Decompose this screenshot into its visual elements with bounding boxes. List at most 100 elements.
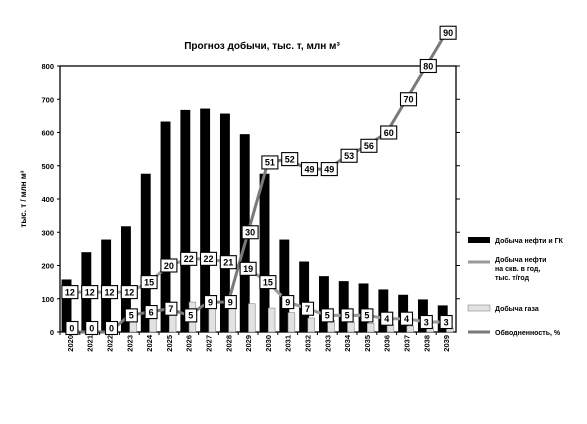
production-label: 12 xyxy=(104,287,114,297)
water-cut-label-box xyxy=(300,162,319,177)
production-label: 21 xyxy=(223,257,233,267)
water-cut-label-box xyxy=(360,138,378,153)
y-tick-label: 500 xyxy=(41,162,54,171)
water-cut-label: 49 xyxy=(324,164,334,174)
production-label-box xyxy=(140,275,158,290)
legend: Добыча нефти и ГК Добыча нефти на скв. в г… xyxy=(467,237,564,337)
production-label-box xyxy=(61,285,79,300)
water-cut-label-box xyxy=(104,320,119,336)
water-cut-label: 53 xyxy=(344,151,354,161)
production-label-box xyxy=(120,285,138,300)
gas-bar xyxy=(406,325,414,333)
production-label-box xyxy=(340,308,354,323)
water-cut-label: 56 xyxy=(364,141,374,151)
legend-oil-swatch xyxy=(468,237,490,243)
gas-bar xyxy=(307,317,315,333)
water-cut-label-box xyxy=(164,301,178,316)
production-label-box xyxy=(160,258,178,273)
production-label: 4 xyxy=(404,314,409,324)
x-tick-label: 2036 xyxy=(383,335,392,352)
oil-bar xyxy=(259,173,270,332)
production-label-box xyxy=(100,285,119,300)
production-label: 12 xyxy=(65,287,75,297)
water-cut-label: 49 xyxy=(304,164,314,174)
water-cut-label: 5 xyxy=(129,311,134,321)
water-cut-label: 0 xyxy=(109,323,114,333)
production-label-box xyxy=(239,261,257,276)
oil-bar xyxy=(180,109,191,332)
production-label-box xyxy=(300,301,315,316)
production-label: 12 xyxy=(124,287,134,297)
production-label: 5 xyxy=(325,311,330,321)
x-tick-label: 2037 xyxy=(403,335,412,352)
production-label-box xyxy=(259,275,277,290)
water-cut-label: 5 xyxy=(188,311,193,321)
x-tick-label: 2028 xyxy=(224,335,233,352)
legend-production-label: Добыча нефти на скв. в год, тыс. т/год xyxy=(495,256,546,282)
oil-bar xyxy=(120,226,131,332)
legend-oil-label: Добыча нефти и ГК xyxy=(495,237,564,245)
oil-bar xyxy=(318,276,329,332)
production-label-box xyxy=(399,311,414,326)
y-tick-label: 400 xyxy=(41,195,54,204)
x-tick-label: 2020 xyxy=(66,335,75,352)
gas-bar xyxy=(267,307,276,333)
legend-water-cut-label: Обводненность, % xyxy=(495,329,561,337)
x-tick-label: 2026 xyxy=(185,335,194,352)
production-label-box xyxy=(281,295,295,310)
x-tick-label: 2024 xyxy=(145,334,154,352)
chart-title: Прогноз добычи, тыс. т, млн м³ xyxy=(184,40,340,52)
water-cut-label-box xyxy=(124,308,138,323)
water-cut-label-box xyxy=(241,225,259,240)
production-label: 15 xyxy=(144,277,154,287)
water-cut-label: 9 xyxy=(208,297,213,307)
y-tick-label: 600 xyxy=(41,129,54,138)
gas-bar xyxy=(347,321,355,333)
legend-gas-label: Добыча газа xyxy=(495,305,539,313)
water-cut-label: 80 xyxy=(423,61,433,71)
gas-bar xyxy=(287,312,296,333)
water-cut-label-box xyxy=(320,162,338,177)
water-cut-label: 30 xyxy=(245,228,255,238)
production-label: 22 xyxy=(184,254,194,264)
water-cut-label-box xyxy=(439,25,457,40)
production-label: 9 xyxy=(285,297,290,307)
production-label-box xyxy=(81,285,99,300)
water-cut-label: 51 xyxy=(265,158,275,168)
water-cut-label-box xyxy=(380,125,398,140)
oil-bar xyxy=(338,281,349,332)
production-label: 19 xyxy=(243,264,253,274)
y-tick-label: 0 xyxy=(50,328,54,337)
water-cut-label-box xyxy=(203,295,218,310)
production-label-box xyxy=(219,255,237,270)
x-tick-label: 2023 xyxy=(125,335,134,352)
x-tick-label: 2038 xyxy=(422,335,431,352)
production-label: 22 xyxy=(203,254,213,264)
oil-bar xyxy=(219,113,230,332)
oil-bar xyxy=(140,173,151,332)
gas-bar xyxy=(248,303,256,333)
oil-bar xyxy=(358,283,369,332)
x-tick-label: 2030 xyxy=(264,335,273,352)
production-label: 15 xyxy=(263,277,273,287)
oil-bar xyxy=(299,261,310,332)
water-cut-label: 60 xyxy=(384,128,394,138)
oil-bar xyxy=(160,121,171,332)
y-tick-label: 200 xyxy=(41,262,54,271)
water-cut-label: 0 xyxy=(89,323,94,333)
production-label-box xyxy=(360,308,374,323)
x-axis: 2020 2021 2022 2023 2024 2025 2026 2027 2028 2029… xyxy=(59,332,451,352)
production-label: 3 xyxy=(424,317,429,327)
production-label-box xyxy=(180,251,198,266)
production-label: 3 xyxy=(444,317,449,327)
production-label: 20 xyxy=(164,261,174,271)
x-tick-label: 2022 xyxy=(106,335,115,352)
x-tick-label: 2027 xyxy=(205,335,214,352)
production-label: 7 xyxy=(305,304,310,314)
x-tick-label: 2032 xyxy=(304,335,313,352)
x-tick-label: 2029 xyxy=(244,335,253,352)
x-tick-label: 2034 xyxy=(343,334,352,352)
x-tick-label: 2031 xyxy=(284,335,293,352)
